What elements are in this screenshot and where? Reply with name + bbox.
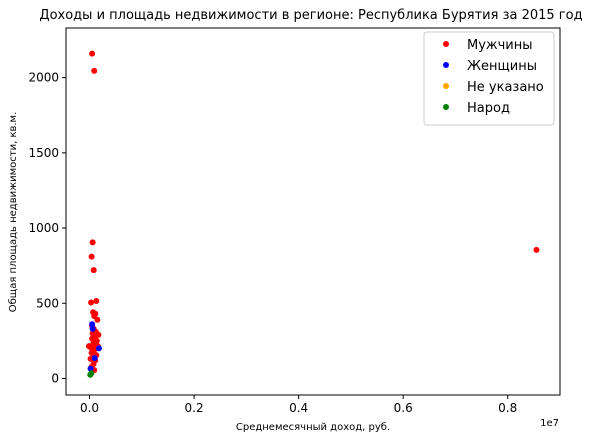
legend-marker-1: [443, 62, 449, 68]
point-series-0-5: [533, 246, 540, 253]
point-series-0-1: [91, 67, 98, 74]
legend-marker-0: [443, 41, 449, 47]
point-series-1-0: [89, 321, 96, 328]
point-series-1-3: [91, 355, 98, 362]
point-series-1-2: [95, 345, 102, 352]
legend-marker-3: [443, 104, 449, 110]
point-series-0-6: [93, 297, 100, 304]
point-series-0-26: [88, 349, 95, 356]
points-layer: [86, 50, 540, 378]
chart-title: Доходы и площадь недвижимости в регионе:…: [39, 8, 582, 23]
y-axis: 0 500 1000 1500 2000: [28, 71, 66, 385]
point-series-3-1: [88, 370, 95, 377]
y-tick-label-0: 0: [51, 371, 59, 385]
x-tick-label-3: 0.6: [394, 401, 413, 415]
x-tick-label-1: 0.2: [185, 401, 204, 415]
y-axis-label: Общая площадь недвижимости, кв.м.: [8, 112, 19, 313]
legend: Мужчины Женщины Не указано Народ: [423, 31, 555, 126]
point-series-1-1: [89, 325, 96, 332]
point-series-0-3: [88, 253, 95, 260]
x-tick-label-4: 0.8: [498, 401, 517, 415]
y-tick-label-3: 1500: [28, 146, 59, 160]
point-series-0-7: [88, 299, 95, 306]
legend-label-0: Мужчины: [467, 38, 533, 53]
point-series-1-4: [87, 365, 94, 372]
x-axis: 0.0 0.2 0.4 0.6 0.8: [80, 395, 517, 415]
plot-frame: [65, 27, 561, 396]
x-tick-label-2: 0.4: [289, 401, 308, 415]
point-series-0-2: [89, 239, 96, 246]
legend-label-2: Не указано: [467, 80, 544, 95]
legend-label-1: Женщины: [467, 59, 537, 74]
x-offset-label: 1e7: [540, 418, 559, 429]
y-tick-label-1: 500: [36, 296, 59, 310]
point-series-0-4: [90, 267, 97, 274]
x-tick-label-0: 0.0: [80, 401, 99, 415]
legend-marker-2: [443, 83, 449, 89]
point-series-0-18: [89, 335, 96, 342]
legend-label-3: Народ: [467, 101, 510, 116]
x-axis-label: Среднемесячный доход, руб.: [236, 422, 390, 433]
y-tick-label-4: 2000: [28, 71, 59, 85]
point-series-0-11: [94, 316, 101, 323]
y-tick-label-2: 1000: [28, 221, 59, 235]
point-series-0-0: [89, 50, 96, 57]
legend-box: [423, 31, 555, 126]
